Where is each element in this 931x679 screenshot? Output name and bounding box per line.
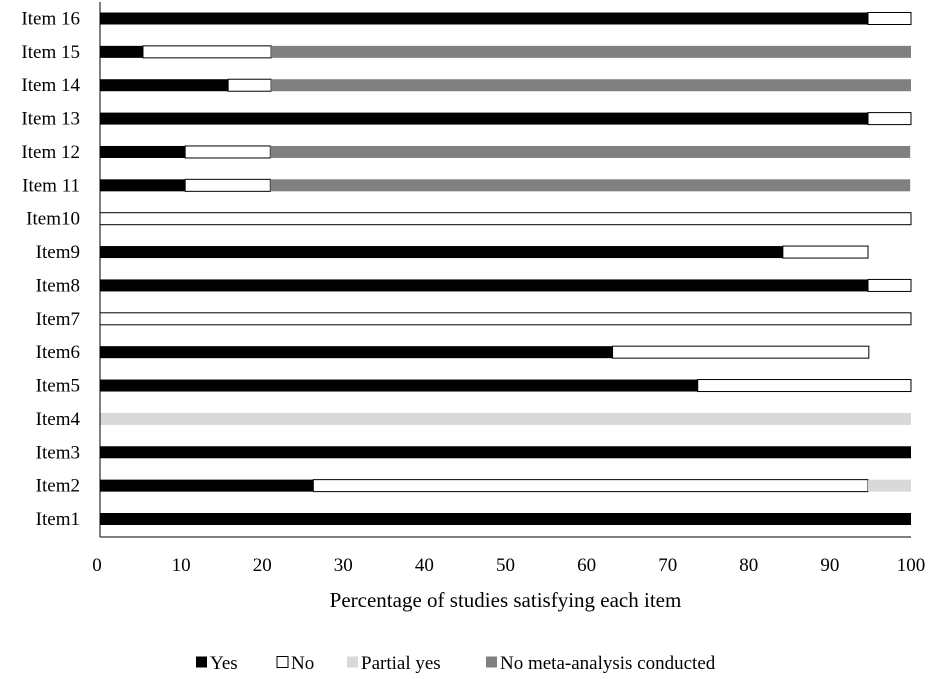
bar-item-15-no (142, 45, 272, 59)
category-label: Item 13 (21, 109, 80, 130)
bar-item8-yes (100, 279, 869, 292)
bar-item9-yes (100, 246, 783, 259)
bar-item-15-no-meta-analysis-conducted (271, 45, 912, 58)
x-tick-label: 10 (172, 555, 191, 576)
x-tick-labels: 0 10 20 30 40 50 60 70 80 90 100 (92, 555, 925, 576)
x-tick-label: 30 (334, 555, 353, 576)
bar-item-15-yes (100, 45, 143, 58)
bar-item-12-no (184, 145, 271, 159)
bar-item6-yes (100, 346, 613, 359)
bar-item7-no (99, 312, 912, 326)
category-label: Item 12 (21, 142, 80, 163)
bar-item-12-yes (100, 145, 186, 158)
legend-label-no-meta-analysis-conducted: No meta-analysis conducted (500, 653, 716, 674)
category-label: Item 11 (22, 175, 80, 196)
bar-item2-no (312, 479, 869, 493)
category-label: Item3 (36, 442, 80, 463)
bar-item-14-yes (100, 79, 229, 92)
x-axis-title: Percentage of studies satisfying each it… (330, 588, 682, 612)
legend-swatch-partial-yes (347, 656, 358, 668)
category-label: Item9 (36, 242, 80, 263)
category-label: Item10 (26, 209, 80, 230)
category-label: Item 15 (21, 42, 80, 63)
bar-item5-yes (100, 379, 698, 392)
bar-item-14-no (227, 78, 272, 92)
bar-item1-yes (100, 513, 911, 525)
category-label: Item 16 (21, 9, 80, 30)
category-labels: Item1 Item2 Item3 Item4 Item5 Item6 Item7 Item8… (21, 9, 80, 531)
bars-layer (99, 12, 912, 525)
bar-item4-partial-yes (100, 412, 911, 425)
bar-item-12-no-meta-analysis-conducted (270, 145, 911, 158)
bar-item-16-yes (100, 12, 869, 25)
bar-item8-no (867, 278, 912, 292)
bar-item2-yes (100, 479, 314, 492)
x-tick-label: 90 (820, 555, 839, 576)
x-tick-label: 100 (897, 555, 926, 576)
bar-item-11-no-meta-analysis-conducted (270, 179, 911, 192)
legend-swatch-no (276, 656, 289, 668)
bar-item-11-no (184, 178, 271, 192)
legend-label-yes: Yes (210, 653, 238, 674)
x-tick-label: 70 (658, 555, 677, 576)
legend-label-no: No (291, 653, 314, 674)
category-label: Item8 (36, 275, 80, 296)
bar-item-16-no (867, 12, 912, 25)
legend-swatch-no-meta-analysis-conducted (486, 656, 497, 668)
x-tick-label: 60 (577, 555, 596, 576)
category-label: Item6 (36, 342, 80, 363)
bar-item5-no (697, 379, 912, 393)
legend: Yes No Partial yes No meta-analysis conduct… (196, 653, 716, 674)
bar-item3-yes (100, 446, 911, 459)
x-tick-label: 40 (415, 555, 434, 576)
legend-label-partial-yes: Partial yes (361, 653, 441, 674)
x-tick-label: 0 (92, 555, 102, 576)
category-label: Item2 (36, 476, 80, 497)
legend-swatch-yes (196, 656, 207, 668)
x-tick-label: 80 (739, 555, 758, 576)
bar-item-13-yes (100, 112, 869, 125)
category-label: Item5 (36, 376, 80, 397)
bar-item2-partial-yes (868, 479, 911, 492)
category-label: Item1 (36, 509, 80, 530)
x-tick-label: 20 (253, 555, 272, 576)
bar-item6-no (612, 345, 870, 359)
category-label: Item7 (36, 309, 80, 330)
x-tick-label: 50 (496, 555, 515, 576)
bar-item-11-yes (100, 179, 186, 192)
category-label: Item4 (36, 409, 81, 430)
category-label: Item 14 (21, 75, 80, 96)
bar-item-14-no-meta-analysis-conducted (271, 79, 912, 92)
bar-item9-no (782, 245, 869, 259)
bar-item10-no (99, 212, 912, 226)
bar-item-13-no (867, 112, 912, 126)
